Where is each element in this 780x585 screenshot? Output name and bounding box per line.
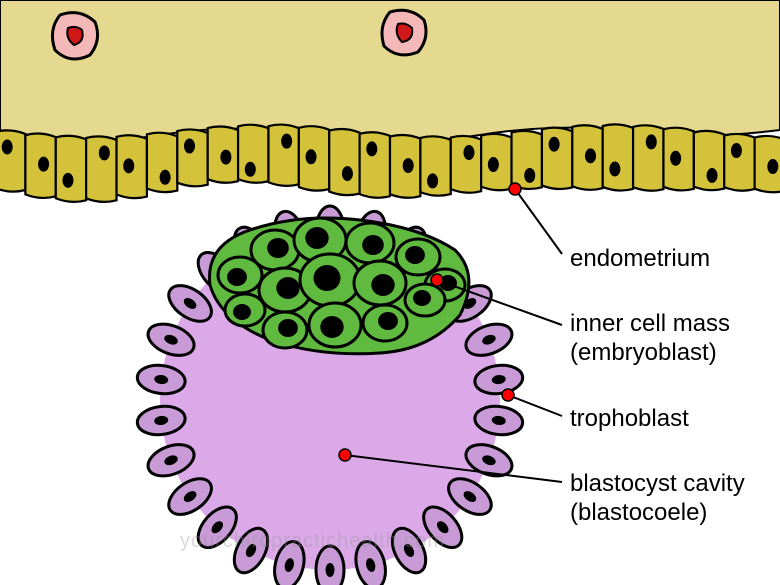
endometrium-nucleus <box>524 168 535 183</box>
endometrium-cell <box>633 125 663 190</box>
endometrium-cell <box>542 128 572 189</box>
label-text-line2: (embryoblast) <box>570 339 717 366</box>
endometrium-nucleus <box>99 145 110 160</box>
label-text: trophoblast <box>570 405 689 432</box>
endometrium-nucleus <box>549 137 560 152</box>
endometrium-cell <box>268 125 298 186</box>
embryoblast-nucleus <box>314 265 341 291</box>
endometrium-nucleus <box>2 140 13 155</box>
embryoblast-nucleus <box>413 290 431 306</box>
label-text: endometrium <box>570 245 710 272</box>
endometrium-nucleus <box>306 149 317 164</box>
endometrium-nucleus <box>646 134 657 149</box>
endometrium-nucleus <box>488 157 499 172</box>
endometrium-row <box>0 124 780 201</box>
blastocyst <box>136 206 525 585</box>
endometrium-nucleus <box>245 162 256 177</box>
embryoblast-nucleus <box>276 277 299 299</box>
embryoblast-nucleus <box>305 227 328 249</box>
vessel-2 <box>382 10 426 55</box>
embryoblast-nucleus <box>371 274 394 296</box>
endometrium-nucleus <box>609 162 620 177</box>
endometrium-cell <box>451 136 481 193</box>
endometrium-nucleus <box>366 141 377 156</box>
endometrium-cell <box>0 130 25 191</box>
endometrium-nucleus <box>403 158 414 173</box>
endometrium-nucleus <box>220 150 231 165</box>
label-text-line1: blastocyst cavity <box>570 470 745 497</box>
embryoblast-nucleus <box>227 268 247 286</box>
endometrium-cell <box>177 129 207 186</box>
endometrium-nucleus <box>62 173 73 188</box>
embryoblast-nucleus <box>320 316 343 338</box>
endometrium-nucleus <box>707 168 718 183</box>
endometrium-cell <box>86 136 116 202</box>
endometrium-nucleus <box>38 157 49 172</box>
vessel-1 <box>52 13 97 59</box>
embryoblast-nucleus <box>233 304 251 320</box>
endometrium-cell <box>724 134 754 191</box>
embryoblast-nucleus <box>362 235 384 255</box>
endometrium-cell <box>329 129 359 195</box>
endometrium-nucleus <box>123 158 134 173</box>
label-text-line2: (blastocoele) <box>570 499 707 526</box>
trophoblast-nucleus <box>326 563 335 577</box>
label-text-line1: inner cell mass <box>570 310 730 337</box>
endometrium-cell <box>56 136 86 202</box>
label-trophoblast: trophoblast <box>570 405 689 434</box>
endometrium-nucleus <box>184 139 195 154</box>
embryoblast-nucleus <box>378 312 398 330</box>
endometrium-nucleus <box>281 134 292 149</box>
endometrium-nucleus <box>427 173 438 188</box>
endometrium-nucleus <box>342 166 353 181</box>
blastocyst-diagram: endometrium inner cell mass (embryoblast… <box>0 0 780 585</box>
endometrium-nucleus <box>585 148 596 163</box>
endometrium-nucleus <box>767 159 778 174</box>
endometrium-nucleus <box>670 151 681 166</box>
endometrium-nucleus <box>160 170 171 185</box>
label-endometrium: endometrium <box>570 245 710 274</box>
endometrium-cell <box>360 132 390 197</box>
endometrium-nucleus <box>463 145 474 160</box>
label-inner-cell-mass: inner cell mass (embryoblast) <box>570 310 730 368</box>
endometrium-nucleus <box>731 143 742 158</box>
endometrium-cell <box>603 124 633 190</box>
embryoblast-nucleus <box>267 238 289 258</box>
embryoblast-nucleus <box>405 246 425 264</box>
label-blastocyst-cavity: blastocyst cavity (blastocoele) <box>570 470 745 528</box>
embryoblast-nucleus <box>278 319 298 337</box>
